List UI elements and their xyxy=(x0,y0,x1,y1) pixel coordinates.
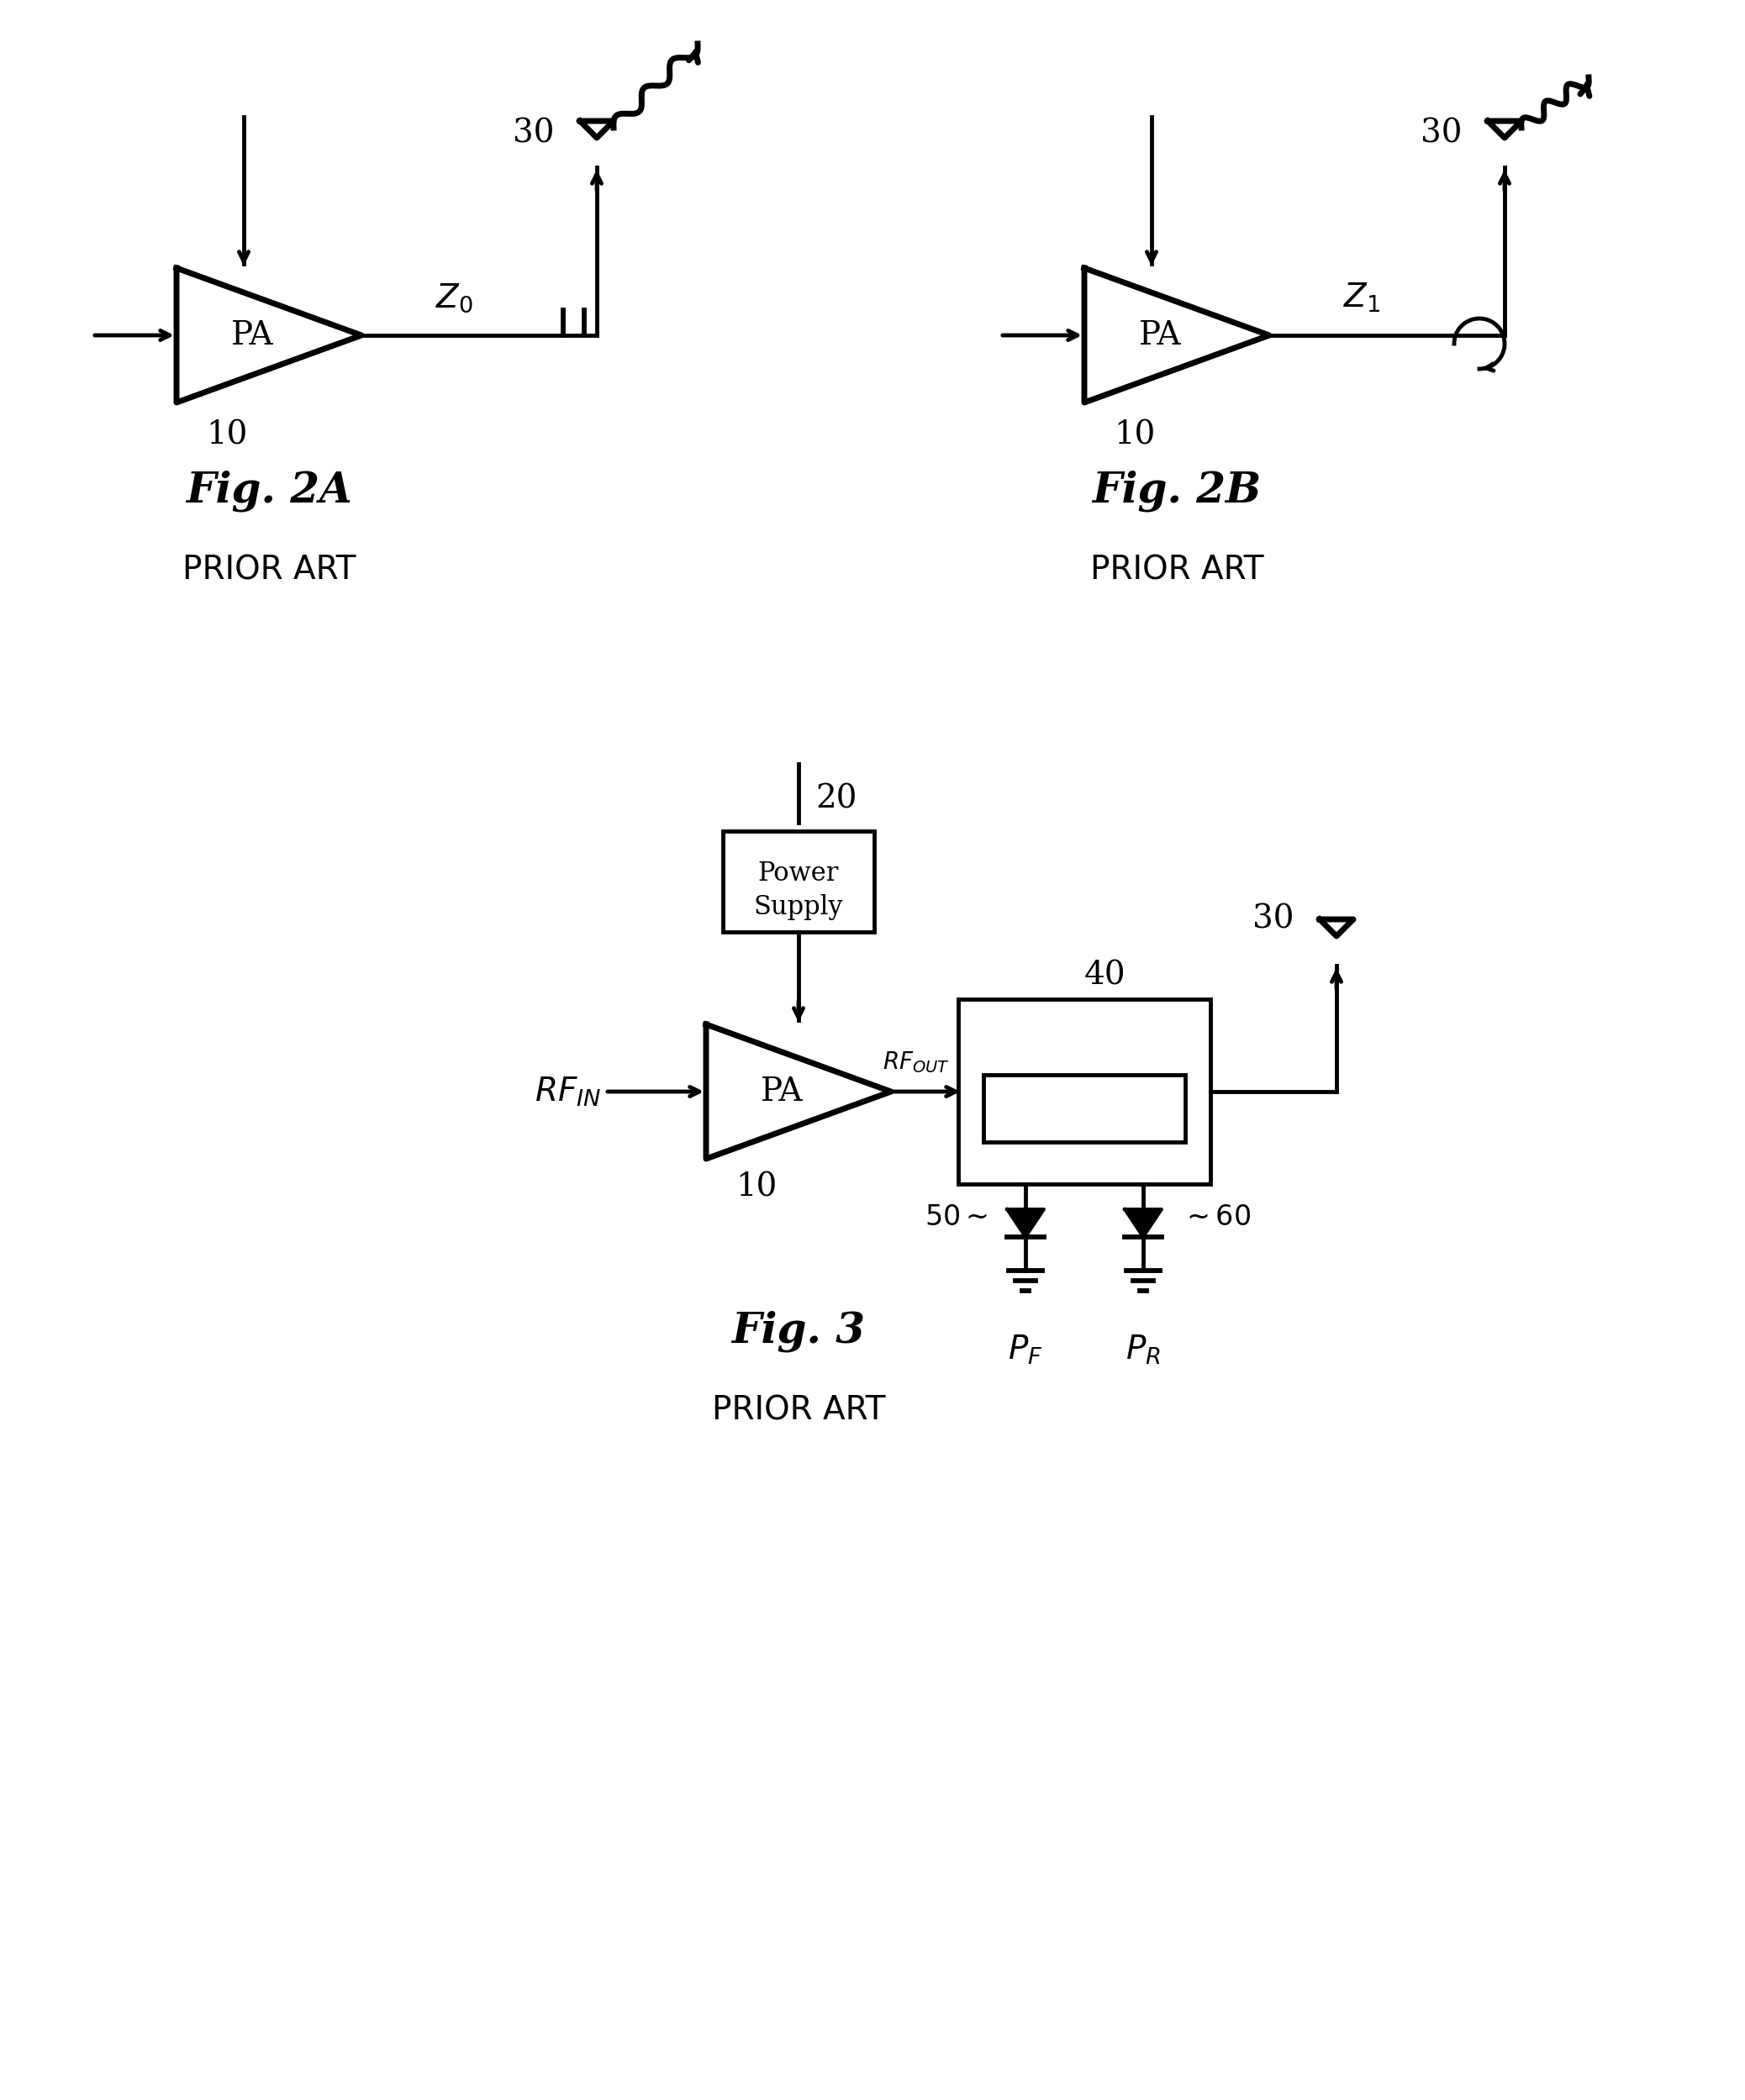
Text: 40: 40 xyxy=(1084,960,1126,991)
Text: $Z_0$: $Z_0$ xyxy=(435,281,473,315)
Text: Power: Power xyxy=(757,861,839,886)
Text: 20: 20 xyxy=(815,783,857,815)
Text: $Z_1$: $Z_1$ xyxy=(1344,281,1380,315)
Text: 30: 30 xyxy=(1420,118,1462,149)
Text: PRIOR ART: PRIOR ART xyxy=(181,554,356,586)
Text: PA: PA xyxy=(230,319,274,351)
Text: $P_R$: $P_R$ xyxy=(1126,1334,1160,1367)
FancyBboxPatch shape xyxy=(984,1075,1185,1142)
FancyBboxPatch shape xyxy=(958,1000,1211,1184)
Text: Supply: Supply xyxy=(754,895,843,920)
Text: $50{\sim}$: $50{\sim}$ xyxy=(925,1203,988,1231)
Text: 30: 30 xyxy=(1253,903,1295,935)
Text: Fig. 2B: Fig. 2B xyxy=(1092,470,1262,510)
FancyBboxPatch shape xyxy=(722,832,874,932)
Text: $P_F$: $P_F$ xyxy=(1009,1334,1044,1367)
Text: PA: PA xyxy=(761,1075,803,1107)
Polygon shape xyxy=(1007,1210,1044,1237)
Text: 10: 10 xyxy=(736,1172,777,1203)
Text: PRIOR ART: PRIOR ART xyxy=(712,1394,885,1426)
Text: 10: 10 xyxy=(1113,420,1155,449)
Text: ${\sim}60$: ${\sim}60$ xyxy=(1181,1203,1251,1231)
Text: PRIOR ART: PRIOR ART xyxy=(1091,554,1263,586)
Text: Fig. 3: Fig. 3 xyxy=(731,1310,866,1352)
Text: $RF_{IN}$: $RF_{IN}$ xyxy=(534,1075,600,1109)
Text: 30: 30 xyxy=(513,118,555,149)
Text: $RF_{OUT}$: $RF_{OUT}$ xyxy=(883,1050,949,1075)
Text: Fig. 2A: Fig. 2A xyxy=(187,470,352,510)
Text: 10: 10 xyxy=(206,420,248,449)
Polygon shape xyxy=(1126,1210,1162,1237)
Text: PA: PA xyxy=(1139,319,1181,351)
